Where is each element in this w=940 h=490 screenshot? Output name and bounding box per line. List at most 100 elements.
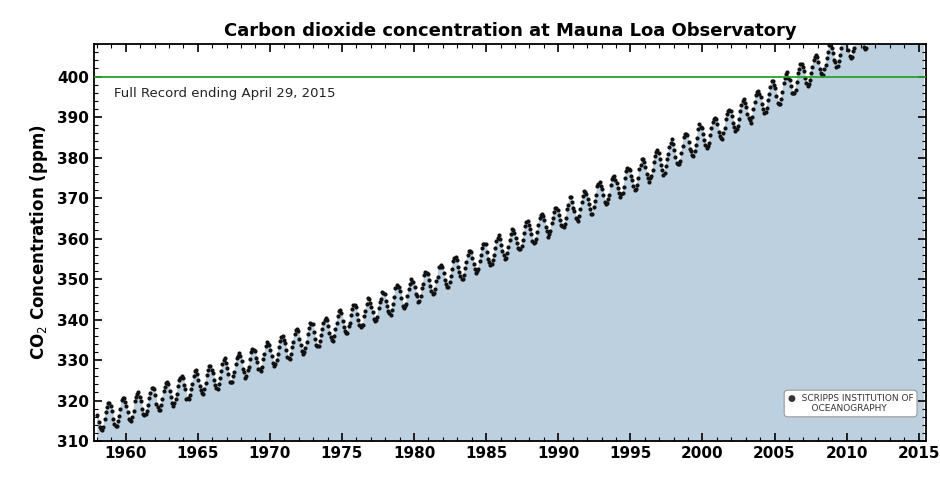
Point: [291, 335, 306, 343]
Point: [235, 366, 250, 373]
Point: [230, 352, 245, 360]
Point: [99, 408, 114, 416]
Point: [329, 319, 344, 327]
Point: [520, 217, 535, 225]
Point: [500, 249, 515, 257]
Point: [568, 214, 583, 222]
Point: [731, 115, 746, 123]
Point: [150, 403, 165, 411]
Point: [887, 25, 902, 33]
Point: [856, 43, 871, 50]
Point: [769, 92, 784, 100]
Point: [298, 344, 313, 352]
Point: [270, 350, 285, 358]
Point: [175, 374, 190, 382]
Text: Full Record ending April 29, 2015: Full Record ending April 29, 2015: [114, 87, 336, 99]
Point: [411, 298, 426, 306]
Point: [204, 366, 219, 374]
Point: [778, 70, 793, 78]
Point: [189, 366, 204, 373]
Point: [755, 100, 770, 108]
Point: [290, 327, 306, 335]
Point: [869, 21, 884, 29]
Point: [514, 243, 529, 250]
Point: [722, 106, 737, 114]
Point: [903, 8, 918, 16]
Point: [100, 403, 115, 411]
Point: [609, 179, 624, 187]
Point: [312, 338, 327, 345]
Point: [822, 41, 838, 49]
Point: [122, 416, 137, 424]
Point: [157, 383, 172, 391]
Point: [803, 76, 818, 84]
Point: [864, 19, 879, 26]
Point: [403, 275, 418, 283]
Point: [588, 197, 603, 205]
Point: [468, 269, 483, 277]
Point: [861, 33, 876, 41]
Point: [382, 310, 397, 318]
Point: [116, 394, 131, 402]
Point: [173, 374, 188, 382]
Point: [308, 341, 323, 349]
Point: [393, 287, 408, 295]
Point: [367, 315, 382, 323]
Point: [324, 336, 339, 344]
Point: [436, 269, 451, 276]
Point: [121, 415, 136, 423]
Point: [275, 332, 290, 340]
Point: [788, 86, 803, 94]
Point: [368, 317, 383, 324]
Point: [817, 65, 832, 73]
Point: [385, 300, 400, 308]
Point: [706, 115, 721, 122]
Point: [183, 385, 198, 392]
Point: [496, 251, 511, 259]
Point: [153, 401, 168, 409]
Point: [443, 272, 458, 280]
Point: [228, 361, 243, 368]
Point: [614, 191, 629, 198]
Point: [368, 317, 384, 324]
Point: [232, 349, 247, 357]
Point: [882, 6, 897, 14]
Point: [696, 130, 711, 138]
Point: [159, 379, 174, 387]
Point: [791, 65, 807, 73]
Point: [701, 139, 716, 147]
Point: [317, 316, 332, 324]
Point: [356, 312, 371, 320]
Point: [138, 410, 153, 418]
Point: [428, 285, 443, 293]
Point: [834, 44, 849, 51]
Point: [636, 158, 651, 166]
Point: [576, 187, 591, 195]
Point: [156, 388, 171, 395]
Point: [123, 417, 138, 425]
Point: [746, 105, 761, 113]
Point: [890, 14, 905, 22]
Point: [293, 342, 308, 349]
Point: [570, 215, 585, 223]
Point: [400, 293, 415, 300]
Point: [699, 144, 714, 152]
Point: [221, 370, 236, 378]
Point: [177, 381, 192, 389]
Point: [870, 26, 885, 34]
Point: [695, 123, 710, 131]
Point: [579, 190, 594, 197]
Point: [654, 166, 669, 174]
Point: [836, 33, 851, 41]
Point: [247, 347, 262, 355]
Point: [162, 387, 177, 394]
Point: [225, 378, 240, 386]
Point: [554, 221, 569, 229]
Point: [786, 89, 801, 97]
Point: [269, 356, 284, 364]
Point: [226, 372, 241, 380]
Point: [438, 280, 453, 288]
Point: [453, 272, 468, 280]
Point: [859, 44, 874, 51]
Point: [341, 321, 356, 329]
